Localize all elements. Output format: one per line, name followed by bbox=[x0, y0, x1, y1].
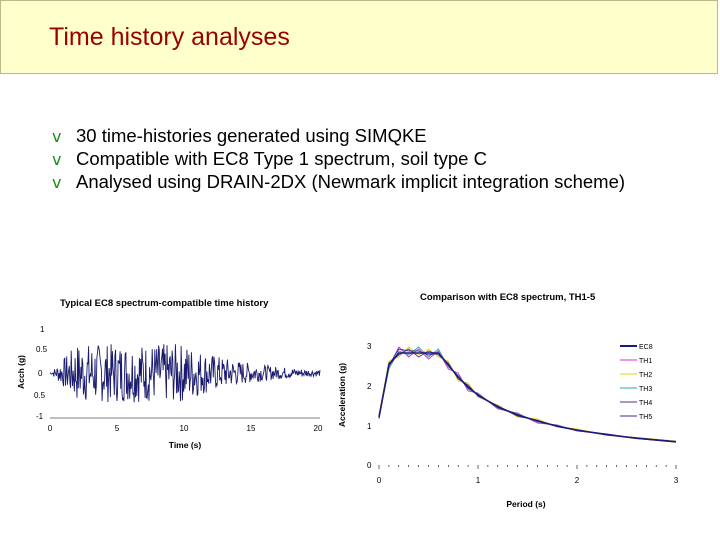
series-line-th4 bbox=[378, 348, 677, 442]
spectrum-comparison-chart: Comparison with EC8 spectrum, TH1-5 Acce… bbox=[337, 292, 679, 509]
check-bullet-icon: v bbox=[52, 150, 62, 169]
x-tick-label: 5 bbox=[115, 424, 120, 433]
bullet-item: v Analysed using DRAIN-2DX (Newmark impl… bbox=[52, 170, 652, 193]
bullet-list: v 30 time-histories generated using SIMQ… bbox=[52, 124, 652, 193]
check-bullet-icon: v bbox=[52, 173, 62, 192]
spectrum-lines bbox=[378, 346, 677, 443]
y-tick-label: 2 bbox=[367, 382, 372, 391]
y-tick-label: 0 bbox=[367, 461, 372, 470]
x-tick-label: 1 bbox=[476, 476, 481, 485]
x-tick-label: 0 bbox=[377, 476, 382, 485]
y-tick-label: -1 bbox=[36, 412, 44, 421]
legend-label: TH2 bbox=[639, 372, 652, 379]
x-axis-ticks bbox=[378, 465, 677, 469]
slide-title: Time history analyses bbox=[49, 23, 290, 51]
legend-label: TH3 bbox=[639, 386, 652, 393]
bullet-text: Analysed using DRAIN-2DX (Newmark implic… bbox=[76, 171, 626, 192]
title-bar: Time history analyses bbox=[0, 0, 718, 74]
y-tick-label: 0 bbox=[38, 369, 43, 378]
y-axis-label: Acch (g) bbox=[16, 355, 26, 389]
series-line-th5 bbox=[378, 348, 677, 443]
y-tick-label: 0.5 bbox=[36, 345, 48, 354]
series-line-th2 bbox=[378, 346, 677, 442]
time-history-chart: Typical EC8 spectrum-compatible time his… bbox=[16, 298, 323, 450]
x-tick-label: 3 bbox=[674, 476, 679, 485]
acceleration-signal-line bbox=[49, 344, 321, 403]
y-tick-label: 1 bbox=[367, 422, 372, 431]
series-line-ec8 bbox=[378, 352, 677, 443]
series-line-th3 bbox=[378, 346, 677, 443]
chart-title: Typical EC8 spectrum-compatible time his… bbox=[60, 298, 269, 309]
x-tick-label: 2 bbox=[575, 476, 580, 485]
x-tick-label: 10 bbox=[180, 424, 189, 433]
check-bullet-icon: v bbox=[52, 127, 62, 146]
chart-legend: EC8 TH1 TH2 TH3 TH4 TH5 bbox=[620, 344, 653, 421]
legend-label: TH1 bbox=[639, 358, 652, 365]
x-tick-label: 15 bbox=[247, 424, 256, 433]
x-tick-label: 0 bbox=[48, 424, 53, 433]
y-tick-label: 0.5 bbox=[34, 391, 46, 400]
x-axis-label: Period (s) bbox=[506, 499, 545, 509]
chart-title: Comparison with EC8 spectrum, TH1-5 bbox=[420, 292, 596, 303]
bullet-item: v Compatible with EC8 Type 1 spectrum, s… bbox=[52, 147, 652, 170]
bullet-item: v 30 time-histories generated using SIMQ… bbox=[52, 124, 652, 147]
x-tick-label: 20 bbox=[314, 424, 323, 433]
series-line-th1 bbox=[378, 346, 677, 443]
bullet-text: Compatible with EC8 Type 1 spectrum, soi… bbox=[76, 148, 487, 169]
bullet-text: 30 time-histories generated using SIMQKE bbox=[76, 125, 427, 146]
x-axis-label: Time (s) bbox=[169, 440, 202, 450]
y-axis-label: Acceleration (g) bbox=[337, 363, 347, 427]
legend-label: TH5 bbox=[639, 414, 652, 421]
y-tick-label: 1 bbox=[40, 325, 45, 334]
legend-label: TH4 bbox=[639, 400, 652, 407]
y-tick-label: 3 bbox=[367, 342, 372, 351]
legend-label: EC8 bbox=[639, 344, 653, 351]
